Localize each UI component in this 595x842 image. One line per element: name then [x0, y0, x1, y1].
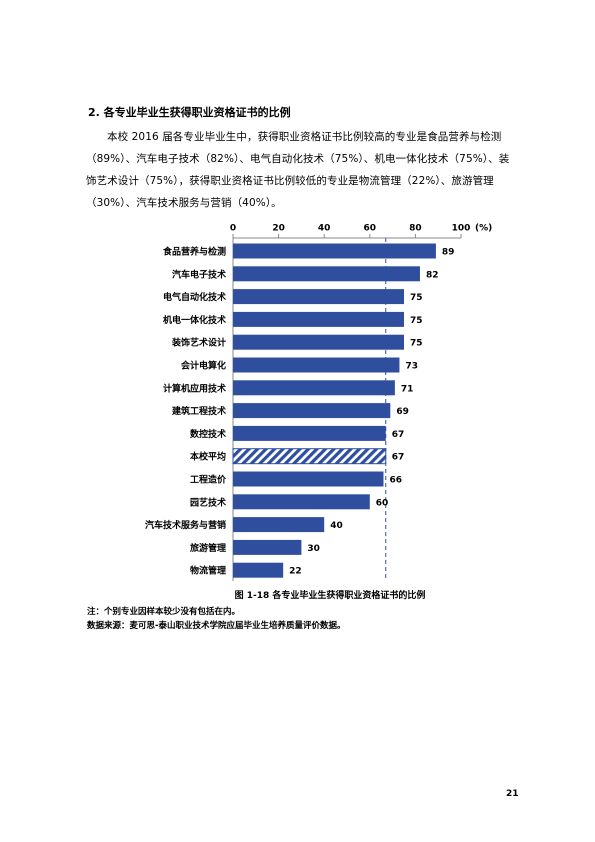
value-label: 71 [401, 384, 414, 394]
x-tick-label: 60 [364, 224, 377, 234]
x-tick-label: 100 [452, 224, 471, 234]
y-tick-label: 机电一体化技术 [163, 314, 226, 326]
paragraph: 本校 2016 届各专业毕业生中，获得职业资格证书比例较高的专业是食品营养与检测… [86, 131, 510, 209]
value-label: 60 [376, 498, 389, 508]
value-label: 73 [405, 362, 418, 372]
y-tick-label: 汽车技术服务与营销 [145, 519, 226, 531]
bar [233, 539, 302, 555]
y-tick-label: 汽车电子技术 [172, 268, 226, 280]
value-label: 30 [307, 544, 320, 554]
y-tick-label: 物流管理 [190, 565, 226, 577]
bar [233, 517, 325, 533]
value-label: 40 [330, 521, 343, 531]
bar [233, 380, 395, 396]
caption: 图 1-18 各专业毕业生获得职业资格证书的比例 [234, 591, 426, 601]
x-tick-label: 80 [409, 224, 422, 234]
bar [233, 471, 384, 487]
y-tick-label: 本校平均 [190, 451, 226, 463]
y-tick-label: 电气自动化技术 [163, 291, 226, 303]
y-tick-label: 建筑工程技术 [172, 405, 226, 417]
bar [233, 334, 404, 350]
bar [233, 562, 284, 578]
y-tick-label: 旅游管理 [190, 542, 226, 554]
chart: (%) 0 20 40 60 80 100 食品营养与检测 89 汽车电子技术 82 电气自动化技术… [145, 224, 492, 581]
bar [232, 448, 387, 465]
bar [233, 243, 436, 259]
bar [233, 289, 404, 305]
value-label: 69 [396, 407, 409, 417]
y-tick-label: 数控技术 [190, 428, 226, 440]
y-tick-label: 园艺技术 [190, 496, 226, 508]
value-label: 75 [410, 339, 423, 349]
value-label: 67 [392, 430, 405, 440]
value-label: 75 [410, 316, 423, 326]
note: 注：个别专业因样本较少没有包括在内。 [87, 607, 241, 617]
x-tick-label: 20 [272, 224, 285, 234]
value-label: 22 [289, 567, 302, 577]
bar [233, 266, 420, 282]
bar [233, 425, 386, 441]
note: 数据来源：麦可思-泰山职业技术学院应届毕业生培养质量评价数据。 [87, 621, 346, 631]
y-tick-label: 计算机应用技术 [163, 382, 226, 394]
value-label: 82 [426, 270, 439, 280]
value-label: 66 [389, 476, 402, 486]
bar [233, 357, 400, 373]
value-label: 67 [392, 453, 405, 463]
y-tick-label: 装饰艺术设计 [171, 337, 226, 349]
x-tick-label: 0 [230, 224, 236, 234]
heading: 2. 各专业毕业生获得职业资格证书的比例 [88, 106, 291, 119]
bar [233, 311, 404, 327]
y-tick-label: 工程造价 [190, 474, 227, 486]
y-tick-label: 食品营养与检测 [162, 246, 226, 258]
value-label: 75 [410, 293, 423, 303]
page-number: 21 [506, 789, 519, 799]
bar [233, 494, 370, 510]
y-tick-label: 会计电算化 [181, 360, 226, 372]
bar [233, 403, 391, 419]
axis-unit: (%) [475, 224, 492, 234]
value-label: 89 [442, 248, 455, 258]
x-tick-label: 40 [318, 224, 331, 234]
